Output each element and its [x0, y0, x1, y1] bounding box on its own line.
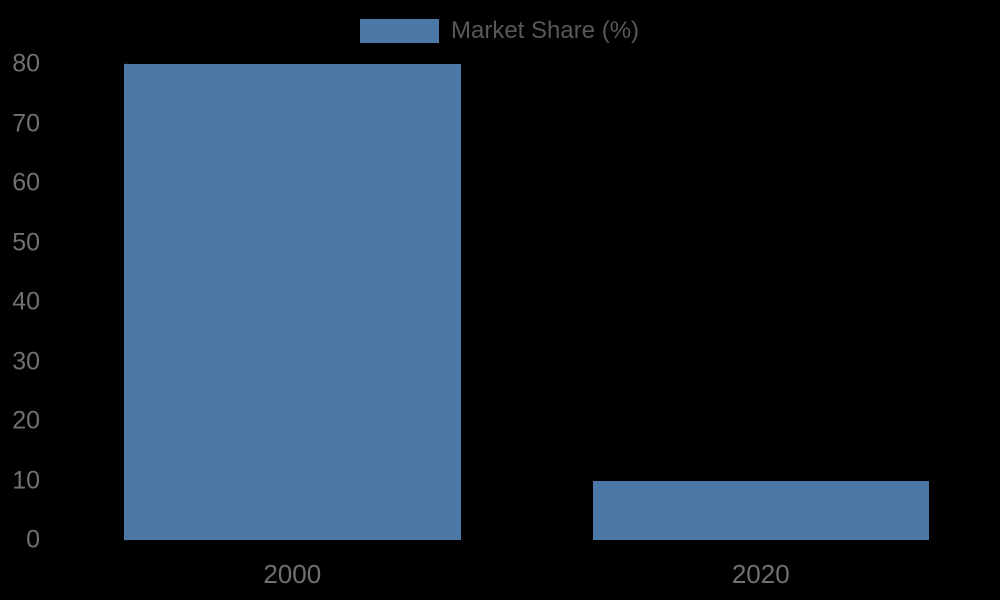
bar-2000 [124, 64, 461, 540]
y-axis-tick-label: 30 [12, 347, 40, 375]
y-axis-tick-label: 20 [12, 406, 40, 435]
legend-swatch [360, 19, 439, 43]
y-axis-tick-label: 50 [12, 228, 40, 256]
bar-2020 [592, 480, 929, 540]
x-axis-tick-label: 2020 [731, 559, 790, 589]
y-axis-tick-label: 40 [12, 287, 40, 316]
x-axis-tick-label: 2000 [263, 559, 322, 589]
y-axis-tick-label: 80 [12, 49, 40, 78]
y-axis-tick-label: 60 [12, 168, 40, 197]
y-axis-tick-label: 0 [26, 525, 40, 554]
y-axis-tick-label: 10 [12, 466, 40, 494]
y-axis-tick-mark [124, 538, 129, 542]
legend: Market Share (%) [360, 17, 640, 44]
y-axis-tick-label: 70 [12, 109, 40, 137]
legend-label: Market Share (%) [451, 17, 640, 44]
